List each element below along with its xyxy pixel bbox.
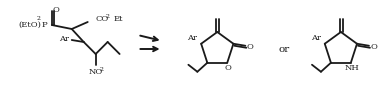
Text: Et: Et: [114, 15, 123, 23]
Text: or: or: [279, 45, 290, 54]
Text: 2: 2: [105, 14, 110, 19]
Text: O: O: [53, 6, 59, 14]
Text: 2: 2: [100, 67, 104, 72]
Text: Ar: Ar: [311, 34, 321, 42]
Text: NH: NH: [344, 64, 359, 72]
Text: O: O: [247, 43, 254, 51]
Text: NO: NO: [88, 68, 103, 76]
Text: O: O: [370, 43, 377, 51]
Text: P: P: [41, 21, 46, 29]
Text: 2: 2: [37, 16, 41, 21]
Text: CO: CO: [96, 15, 109, 23]
Text: O: O: [225, 64, 232, 72]
Text: Ar: Ar: [59, 35, 69, 43]
Text: (EtO): (EtO): [19, 21, 41, 29]
Text: Ar: Ar: [187, 34, 197, 42]
